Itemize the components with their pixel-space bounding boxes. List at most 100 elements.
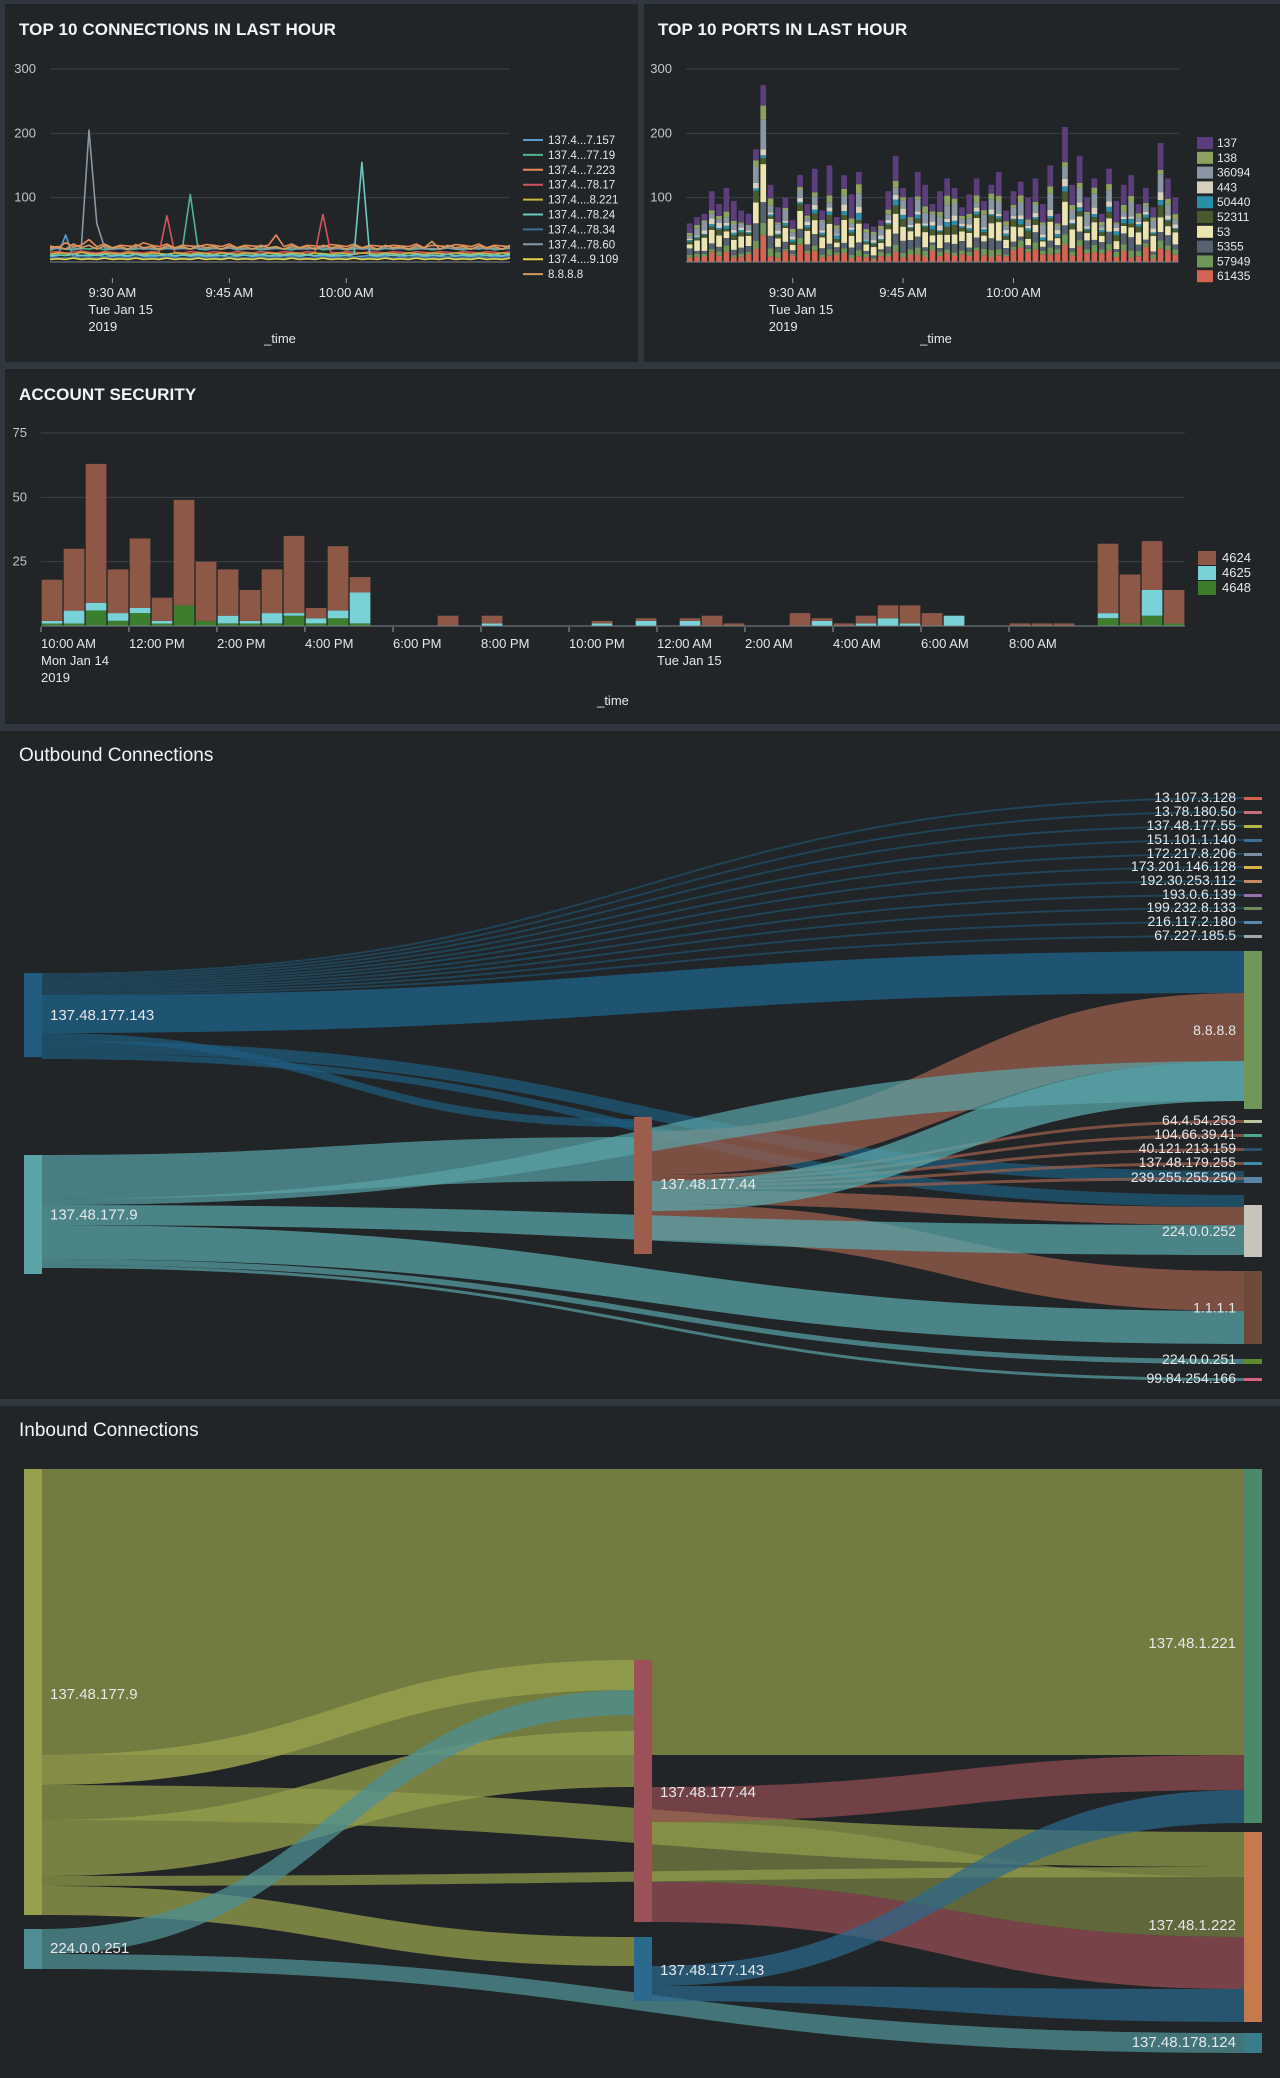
ports-bar-segment bbox=[834, 234, 840, 236]
ports-bar-segment bbox=[1128, 175, 1134, 196]
ports-bar-segment bbox=[811, 192, 818, 197]
connections-series-line bbox=[49, 129, 511, 250]
account-legend-swatch bbox=[1198, 581, 1216, 595]
ports-bar-segment bbox=[900, 252, 906, 258]
ports-bar-segment bbox=[775, 230, 781, 234]
ports-bar-segment bbox=[856, 223, 862, 243]
ports-bar-segment bbox=[686, 244, 693, 249]
ports-bar-segment bbox=[951, 225, 958, 235]
ports-bar-segment bbox=[731, 223, 737, 230]
outbound-target-node bbox=[1244, 797, 1262, 800]
inbound-link bbox=[652, 1986, 1244, 2022]
connections-legend-label: 137.4...7.157 bbox=[548, 135, 615, 147]
account-bar-segment bbox=[1163, 623, 1185, 626]
inbound-sankey: 137.48.177.9 224.0.0.251 137.48.177.44 137.… bbox=[24, 1469, 1262, 2053]
ports-bar-segment bbox=[944, 195, 950, 206]
ports-bar-segment bbox=[944, 227, 950, 235]
ports-bar-segment bbox=[907, 217, 914, 220]
account-bar-segment bbox=[85, 602, 107, 611]
ports-bar-segment bbox=[914, 214, 921, 219]
inbound-target-node bbox=[1244, 1469, 1262, 1823]
ports-bar-segment bbox=[731, 220, 737, 224]
ports-bar-segment bbox=[767, 198, 774, 206]
account-bar-segment bbox=[239, 590, 261, 621]
account-bar-segment bbox=[349, 623, 371, 626]
inbound-middle-node bbox=[634, 1660, 652, 1922]
ports-bar-segment bbox=[819, 232, 825, 235]
ports-bar-segment bbox=[841, 211, 847, 216]
ports-bar-segment bbox=[1157, 200, 1164, 206]
ports-bar-segment bbox=[995, 240, 1002, 250]
ports-legend-label: 137 bbox=[1217, 136, 1237, 150]
ports-bar-segment bbox=[1084, 233, 1090, 241]
ports-bar-segment bbox=[995, 195, 1002, 202]
ports-bar-segment bbox=[1106, 190, 1112, 202]
ports-bar-segment bbox=[797, 175, 803, 187]
ports-legend-label: 61435 bbox=[1217, 269, 1251, 283]
ports-bar-segment bbox=[951, 203, 958, 216]
account-x-tick-label: 4:00 PM bbox=[305, 636, 353, 651]
ports-bar-segment bbox=[1098, 249, 1105, 254]
ports-bar-segment bbox=[804, 253, 811, 262]
ports-bar-segment bbox=[900, 214, 906, 220]
ports-bar-segment bbox=[981, 249, 987, 256]
ports-bar-segment bbox=[1172, 214, 1179, 220]
ports-bar-segment bbox=[819, 210, 825, 220]
ports-bar-segment bbox=[834, 235, 840, 239]
account-bar-segment bbox=[635, 618, 657, 621]
account-bar-segment bbox=[41, 620, 63, 624]
ports-bar-segment bbox=[1150, 228, 1157, 233]
account-x-tick-label: 12:00 PM bbox=[129, 636, 185, 651]
ports-bar-segment bbox=[863, 257, 870, 262]
outbound-target-label: 199.232.8.133 bbox=[1146, 899, 1236, 915]
account-x-tick-label: 6:00 PM bbox=[393, 636, 441, 651]
ports-bar-segment bbox=[1025, 225, 1031, 229]
ports-bar-segment bbox=[745, 235, 752, 246]
ports-bar-segment bbox=[1010, 204, 1017, 208]
ports-bar-segment bbox=[716, 251, 722, 256]
ports-x-axis-title: _time bbox=[919, 331, 952, 346]
ports-bar-segment bbox=[1135, 213, 1142, 218]
ports-bar-segment bbox=[789, 241, 796, 245]
inbound-link bbox=[42, 1954, 1244, 2053]
outbound-target-node bbox=[1244, 839, 1262, 842]
ports-bar-segment bbox=[694, 253, 700, 257]
ports-bar-segment bbox=[1128, 223, 1134, 228]
ports-bar-segment bbox=[1113, 231, 1120, 236]
ports-bar-segment bbox=[1091, 244, 1098, 253]
ports-bar-segment bbox=[981, 241, 987, 249]
ports-bar-segment bbox=[885, 246, 892, 254]
ports-bar-segment bbox=[1010, 249, 1017, 262]
ports-bar-segment bbox=[789, 236, 796, 240]
ports-bar-segment bbox=[694, 250, 700, 254]
ports-bar-segment bbox=[1157, 248, 1164, 262]
ports-bar-segment bbox=[797, 228, 803, 238]
ports-bar-segment bbox=[981, 235, 987, 242]
ports-bar-segment bbox=[892, 213, 899, 234]
ports-bar-segment bbox=[811, 205, 818, 210]
inbound-link bbox=[652, 1755, 1244, 1822]
ports-bar-segment bbox=[914, 223, 921, 237]
ports-bar-segment bbox=[723, 188, 730, 212]
ports-bar-segment bbox=[716, 219, 722, 223]
ports-bar-segment bbox=[745, 254, 752, 262]
ports-bar-segment bbox=[856, 250, 862, 257]
account-bar-segment bbox=[1163, 590, 1185, 624]
ports-bar-segment bbox=[686, 238, 693, 241]
ports-bar-segment bbox=[1098, 236, 1105, 243]
ports-bar-segment bbox=[966, 194, 973, 214]
ports-bar-segment bbox=[892, 194, 899, 200]
ports-bar-segment bbox=[1003, 221, 1009, 226]
ports-bar-segment bbox=[708, 249, 715, 252]
ports-bar-segment bbox=[1150, 207, 1157, 218]
outbound-target-node bbox=[1244, 1134, 1262, 1137]
ports-bar-segment bbox=[848, 247, 855, 255]
connections-y-tick-label: 300 bbox=[14, 61, 36, 76]
ports-bar-segment bbox=[878, 229, 884, 236]
account-bar-segment bbox=[635, 620, 657, 626]
ports-bar-segment bbox=[1032, 217, 1039, 220]
ports-bar-segment bbox=[1062, 162, 1068, 167]
ports-bar-segment bbox=[738, 236, 744, 248]
ports-bar-segment bbox=[937, 255, 943, 262]
ports-bar-segment bbox=[767, 212, 774, 215]
